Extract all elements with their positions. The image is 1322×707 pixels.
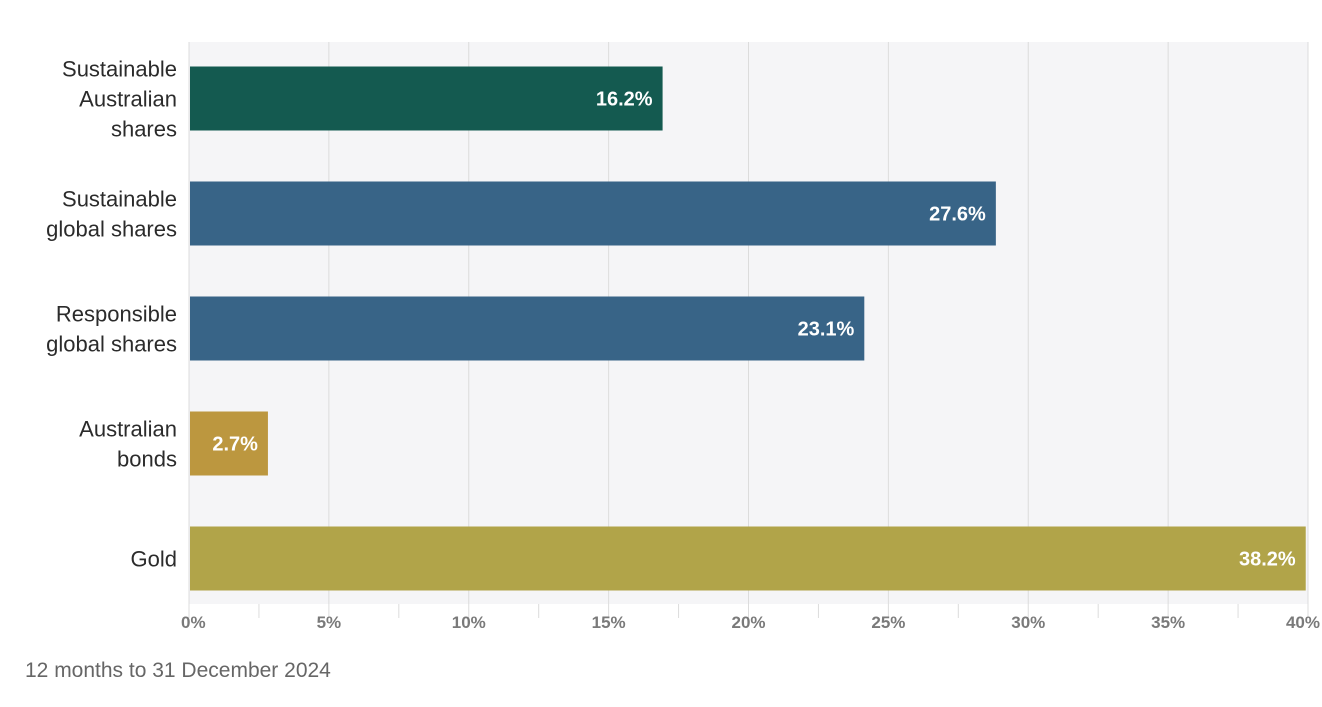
x-tick-label: 10% bbox=[452, 613, 486, 632]
category-label: Gold bbox=[131, 547, 177, 572]
bar bbox=[190, 296, 865, 361]
category-label: Sustainable global shares bbox=[46, 187, 177, 242]
bar bbox=[190, 66, 663, 131]
x-tick-label: 25% bbox=[871, 613, 905, 632]
x-tick-label: 35% bbox=[1151, 613, 1185, 632]
x-tick-label: 5% bbox=[317, 613, 342, 632]
x-tick-label: 30% bbox=[1011, 613, 1045, 632]
bar-value-label: 38.2% bbox=[1239, 549, 1296, 571]
bar-value-label: 16.2% bbox=[596, 89, 653, 111]
bar bbox=[190, 526, 1306, 591]
bar bbox=[190, 181, 996, 246]
x-tick-label: 15% bbox=[592, 613, 626, 632]
bar bbox=[190, 411, 268, 476]
x-tick-label: 0% bbox=[181, 613, 206, 632]
bar-value-label: 27.6% bbox=[929, 204, 986, 226]
bar-value-label: 23.1% bbox=[798, 319, 855, 341]
bar-chart: 16.2% 27.6% 23.1% 2.7% 38.2% Sustainable Aust… bbox=[46, 42, 1320, 632]
category-label: Sustainable Australian shares bbox=[62, 57, 177, 142]
category-label: Australian bonds bbox=[79, 417, 177, 472]
category-label: Responsible global shares bbox=[46, 302, 177, 357]
x-tick-label: 20% bbox=[731, 613, 765, 632]
chart-footnote: 12 months to 31 December 2024 bbox=[25, 659, 331, 682]
x-tick-label: 40% bbox=[1286, 613, 1320, 632]
bar-value-label: 2.7% bbox=[212, 434, 258, 456]
